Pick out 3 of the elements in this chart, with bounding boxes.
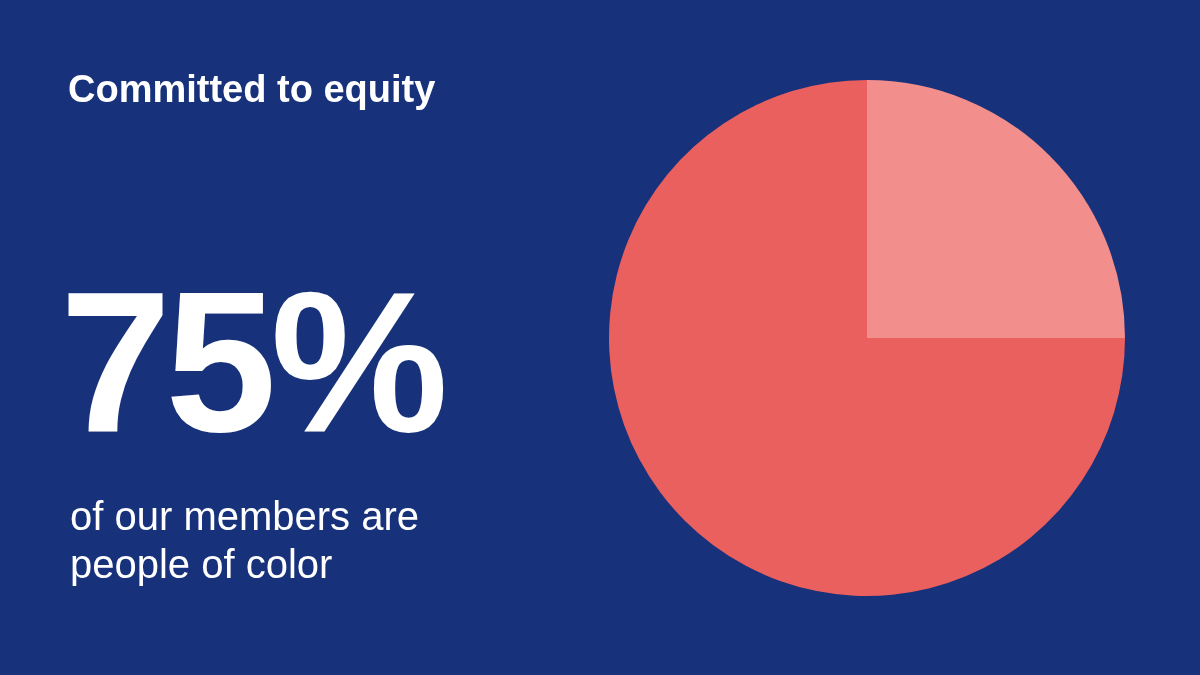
text: of our members are people of color	[70, 493, 421, 588]
text: 75%	[60, 250, 443, 473]
text: Committed to equity	[68, 68, 436, 111]
